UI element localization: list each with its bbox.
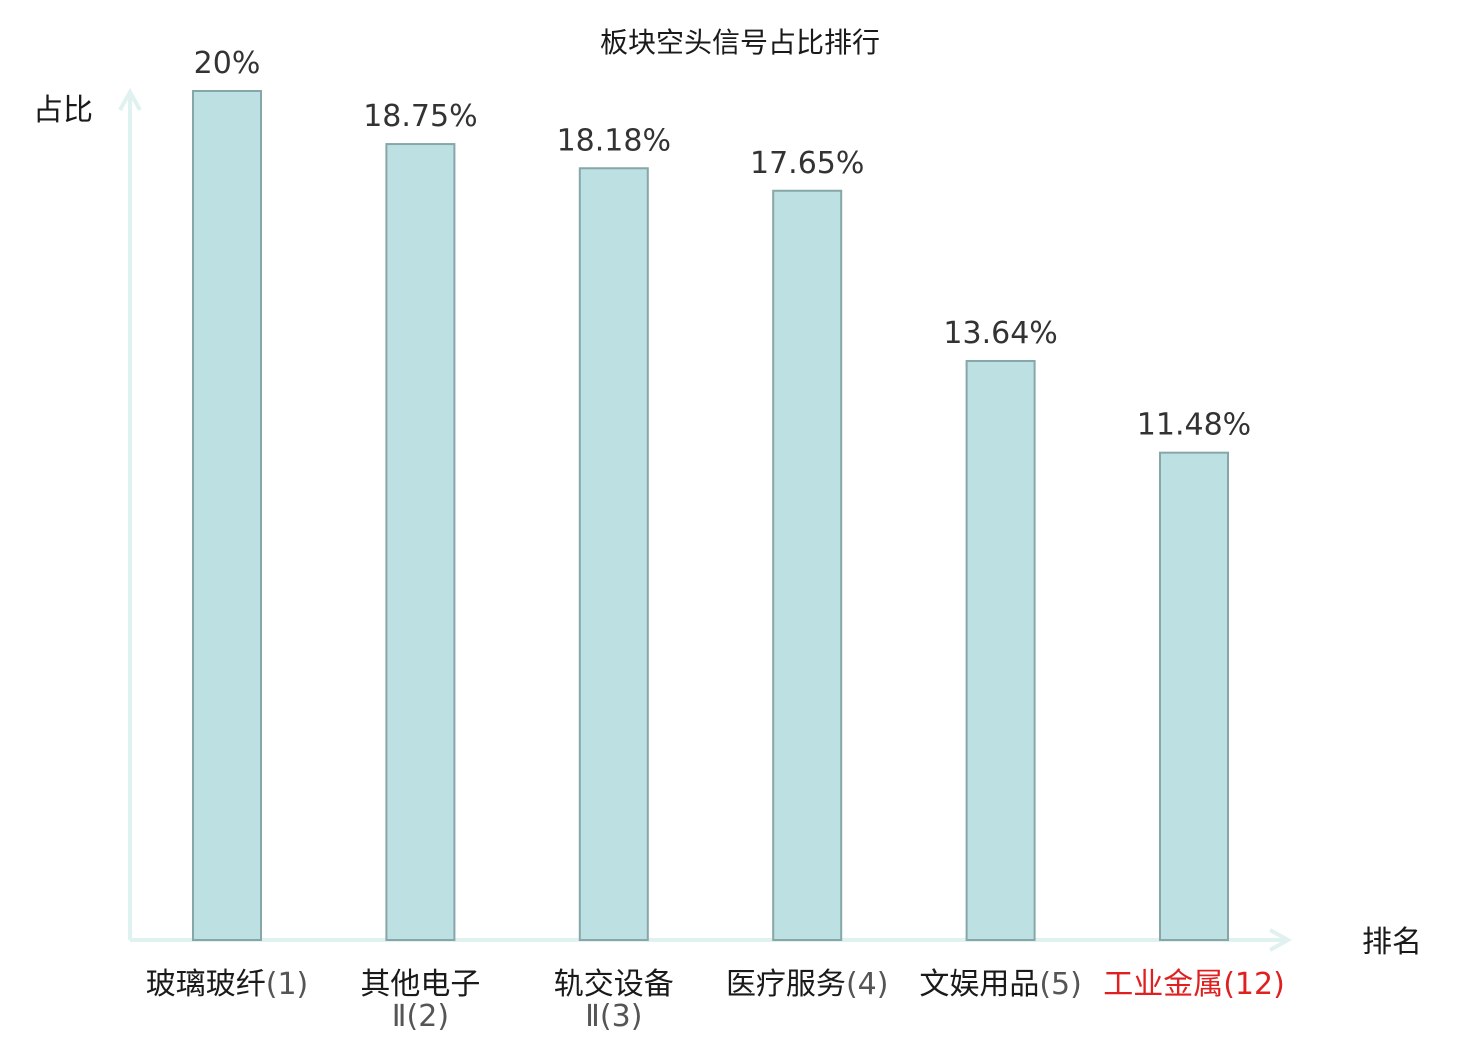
svg-text:文娱用品(5): 文娱用品(5) bbox=[919, 967, 1082, 1002]
chart-title: 板块空头信号占比排行 bbox=[600, 26, 880, 59]
data-label-4: 17.65% bbox=[750, 146, 864, 181]
category-name: 工业金属 bbox=[1103, 967, 1223, 1002]
category-name: 玻璃玻纤 bbox=[146, 967, 266, 1002]
svg-text:玻璃玻纤(1): 玻璃玻纤(1) bbox=[146, 967, 309, 1002]
category-name: 轨交设备 bbox=[554, 967, 674, 1002]
x-axis-arrow bbox=[1269, 928, 1293, 952]
data-label-2: 18.75% bbox=[363, 99, 477, 134]
category-rank: (5) bbox=[1039, 967, 1082, 1002]
category-name: 医疗服务 bbox=[726, 967, 846, 1002]
category-rank: (12) bbox=[1223, 967, 1285, 1002]
data-label-5: 13.64% bbox=[943, 316, 1057, 351]
y-axis-arrow bbox=[118, 87, 142, 111]
value-labels-group: 20% 18.75% 18.18% 17.65% 13.64% 11.48% bbox=[194, 46, 1252, 443]
svg-text:Ⅱ(3): Ⅱ(3) bbox=[585, 999, 642, 1034]
category-rank: (2) bbox=[407, 999, 450, 1034]
category-name-suffix: Ⅱ bbox=[392, 999, 407, 1034]
bar-1 bbox=[192, 90, 262, 941]
bars-group bbox=[192, 90, 1229, 942]
bar-3 bbox=[578, 167, 649, 942]
category-label-5: 文娱用品(5) bbox=[919, 967, 1082, 1002]
bar-4 bbox=[772, 189, 843, 941]
x-axis-label: 排名 bbox=[1362, 925, 1422, 960]
data-label-1: 20% bbox=[194, 46, 261, 81]
category-rank: (3) bbox=[600, 999, 643, 1034]
data-label-6: 11.48% bbox=[1137, 408, 1251, 443]
category-label-1: 玻璃玻纤(1) bbox=[146, 967, 309, 1002]
svg-text:工业金属(12): 工业金属(12) bbox=[1103, 967, 1285, 1002]
category-name: 其他电子 bbox=[360, 967, 480, 1002]
category-label-4: 医疗服务(4) bbox=[726, 967, 889, 1002]
bar-6 bbox=[1159, 451, 1229, 941]
svg-text:Ⅱ(2): Ⅱ(2) bbox=[392, 999, 449, 1034]
data-label-3: 18.18% bbox=[557, 123, 671, 158]
category-rank: (1) bbox=[266, 967, 309, 1002]
category-name: 文娱用品 bbox=[919, 967, 1039, 1002]
bar-2 bbox=[385, 143, 456, 941]
category-name-suffix: Ⅱ bbox=[585, 999, 600, 1034]
y-axis-label: 占比 bbox=[33, 93, 93, 128]
axes bbox=[118, 87, 1293, 952]
category-rank: (4) bbox=[846, 967, 889, 1002]
category-label-6: 工业金属(12) bbox=[1103, 967, 1285, 1002]
bar-5 bbox=[965, 359, 1036, 941]
svg-text:医疗服务(4): 医疗服务(4) bbox=[726, 967, 889, 1002]
